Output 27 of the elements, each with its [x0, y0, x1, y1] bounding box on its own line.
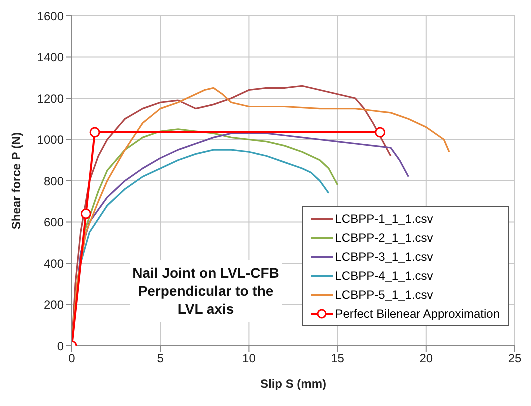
legend-label: LCBPP-4_1_1.csv — [335, 268, 434, 282]
legend-label: LCBPP-1_1_1.csv — [335, 212, 434, 226]
y-tick-label: 1000 — [37, 133, 64, 148]
y-tick-label: 200 — [44, 298, 64, 312]
y-tick-label: 0 — [57, 339, 64, 354]
x-tick-label: 5 — [157, 352, 164, 366]
legend-label: LCBPP-2_1_1.csv — [335, 230, 434, 244]
x-tick-label: 0 — [68, 352, 76, 366]
y-tick-label: 1600 — [37, 9, 64, 24]
point — [375, 127, 386, 138]
point — [80, 208, 92, 220]
y-tick-label: 1400 — [37, 50, 64, 65]
x-tick-label: 20 — [420, 352, 434, 366]
legend-label: LCBPP-5_1_1.csv — [335, 288, 434, 302]
y-tick-label: 400 — [44, 256, 64, 271]
y-tick-label: 600 — [44, 216, 64, 230]
x-tick-label: 25 — [508, 352, 522, 366]
y-tick-label: 1200 — [37, 92, 64, 106]
y-tick-label: 800 — [44, 174, 64, 188]
x-tick-label: 15 — [331, 352, 345, 366]
x-axis-title: Slip S (mm) — [260, 377, 327, 391]
point — [90, 127, 100, 138]
y-axis-title: Shear force P (N) — [9, 132, 24, 230]
x-tick-label: 10 — [242, 352, 256, 366]
annotation: Nail Joint on LVL-CFB Perpendicular to the LVL axis — [130, 260, 282, 322]
legend-label: Perfect Bilenear Approximation — [335, 306, 500, 320]
legend-label: LCBPP-3_1_1.csv — [335, 250, 434, 264]
